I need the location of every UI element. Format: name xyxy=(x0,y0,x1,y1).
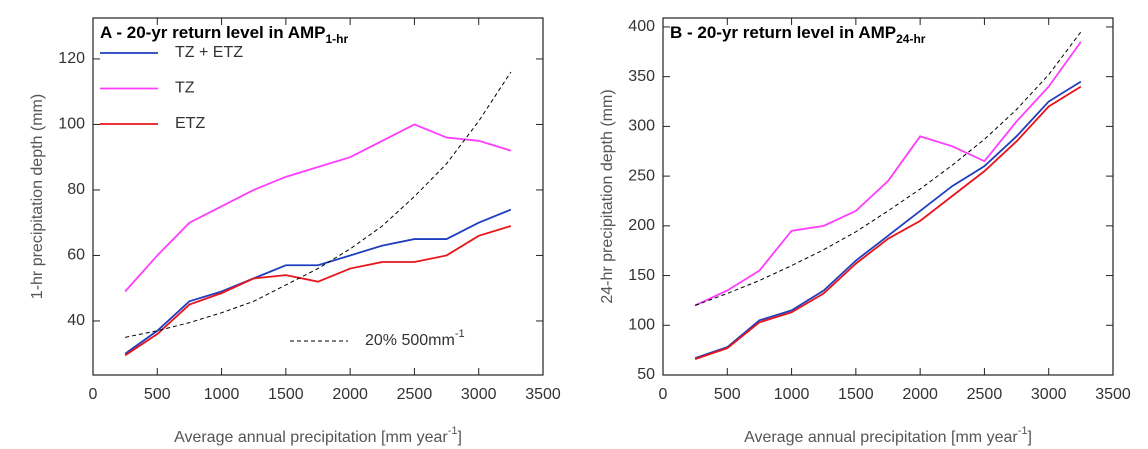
x-axis-label-sup: -1 xyxy=(1018,425,1028,437)
x-tick-label: 2000 xyxy=(902,386,938,403)
panel: 0 500 1000 1500 2000 2500 3000 3500 40 60 80 100 120… xyxy=(29,17,561,446)
legend-label-text: TZ + ETZ xyxy=(175,44,243,61)
x-tick-label: 3000 xyxy=(1031,386,1067,403)
legend-label-text: TZ xyxy=(175,80,195,97)
panel-title-sub: 1-hr xyxy=(325,32,348,46)
y-tick-label: 80 xyxy=(67,181,85,198)
y-axis-label: 24-hr precipitation depth (mm) xyxy=(599,89,616,303)
x-axis-label-end: ] xyxy=(457,429,461,446)
x-tick-label: 3500 xyxy=(525,386,561,403)
data-line xyxy=(694,85,1082,360)
y-tick-label: 200 xyxy=(628,217,655,234)
panel-title-text: A - 20-yr return level in AMP xyxy=(100,23,325,42)
panel-title: B - 20-yr return level in AMP24-hr xyxy=(670,23,926,46)
legend-label-text: 20% 500mm xyxy=(365,332,455,349)
x-tick-label: 2000 xyxy=(332,386,368,403)
data-line xyxy=(694,31,1082,306)
x-tick-label: 1500 xyxy=(838,386,874,403)
data-line xyxy=(124,208,512,355)
x-axis-label-sup: -1 xyxy=(448,425,458,437)
y-tick-label: 150 xyxy=(628,267,655,284)
x-tick-label: 1000 xyxy=(204,386,240,403)
x-tick-label: 500 xyxy=(144,386,171,403)
panel-title-sub: 24-hr xyxy=(896,32,926,46)
data-line xyxy=(125,71,512,338)
y-tick-label: 100 xyxy=(628,316,655,333)
data-line xyxy=(124,123,512,293)
legend-label: TZ xyxy=(175,80,195,97)
y-tick-label: 350 xyxy=(628,68,655,85)
y-tick-label: 300 xyxy=(628,118,655,135)
legend-label: 20% 500mm-1 xyxy=(365,328,465,349)
y-tick-label: 60 xyxy=(67,247,85,264)
x-tick-label: 2500 xyxy=(397,386,433,403)
x-tick-label: 3500 xyxy=(1095,386,1131,403)
y-tick-label: 400 xyxy=(628,18,655,35)
legend-label: TZ + ETZ xyxy=(175,44,243,61)
x-axis-label-end: ] xyxy=(1027,429,1031,446)
panel-title: A - 20-yr return level in AMP1-hr xyxy=(100,23,348,46)
data-line xyxy=(124,225,512,357)
y-axis-label: 1-hr precipitation depth (mm) xyxy=(29,94,46,299)
y-tick-label: 250 xyxy=(628,167,655,184)
y-tick-label: 50 xyxy=(637,366,655,383)
data-line xyxy=(694,41,1082,307)
panel-title-text: B - 20-yr return level in AMP xyxy=(670,23,896,42)
x-tick-label: 1000 xyxy=(774,386,810,403)
y-tick-label: 40 xyxy=(67,312,85,329)
y-tick-label: 100 xyxy=(58,116,85,133)
y-tick-label: 120 xyxy=(58,50,85,67)
data-line xyxy=(694,80,1082,359)
x-axis-label: Average annual precipitation [mm year-1] xyxy=(174,425,462,446)
plot-area xyxy=(662,17,1114,376)
legend-label-text: ETZ xyxy=(175,115,205,132)
panel: 0 500 1000 1500 2000 2500 3000 3500 50 100 150 200 2… xyxy=(599,17,1131,446)
legend-label: ETZ xyxy=(175,115,205,132)
x-tick-label: 0 xyxy=(89,386,98,403)
plot-area xyxy=(92,17,544,376)
x-tick-label: 0 xyxy=(659,386,668,403)
legend-label-sup: -1 xyxy=(455,328,465,340)
x-axis-label: Average annual precipitation [mm year-1] xyxy=(744,425,1032,446)
x-tick-label: 2500 xyxy=(967,386,1003,403)
x-tick-label: 3000 xyxy=(461,386,497,403)
x-axis-label-text: Average annual precipitation [mm year xyxy=(744,429,1018,446)
x-axis-label-text: Average annual precipitation [mm year xyxy=(174,429,448,446)
x-tick-label: 1500 xyxy=(268,386,304,403)
x-tick-label: 500 xyxy=(714,386,741,403)
